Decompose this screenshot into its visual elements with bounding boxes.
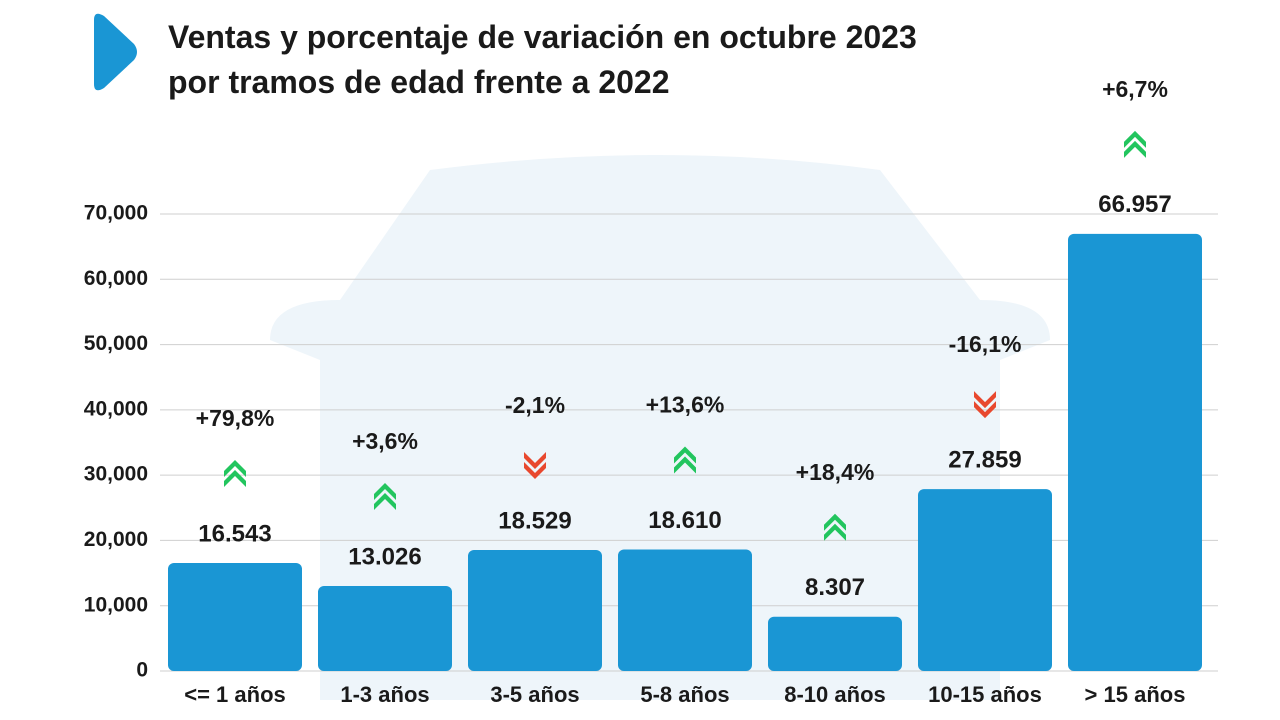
y-tick-label: 20,000 bbox=[84, 528, 148, 551]
change-label: -2,1% bbox=[505, 392, 565, 418]
value-label: 27.859 bbox=[948, 446, 1021, 473]
x-tick-label: 5-8 años bbox=[640, 682, 729, 707]
change-label: +3,6% bbox=[352, 428, 418, 454]
y-tick-label: 0 bbox=[136, 659, 148, 682]
value-label: 13.026 bbox=[348, 543, 421, 570]
y-tick-label: 50,000 bbox=[84, 332, 148, 355]
bar bbox=[318, 585, 452, 671]
change-arrow bbox=[824, 513, 846, 541]
x-tick-label: 3-5 años bbox=[490, 682, 579, 707]
y-tick-label: 70,000 bbox=[84, 202, 148, 225]
chart-title: por tramos de edad frente a 2022 bbox=[168, 64, 670, 100]
x-tick-label: 10-15 años bbox=[928, 682, 1042, 707]
change-label: +79,8% bbox=[196, 405, 275, 431]
value-label: 16.543 bbox=[198, 520, 271, 547]
change-label: +18,4% bbox=[796, 459, 875, 485]
change-label: +13,6% bbox=[646, 392, 725, 418]
x-tick-label: 8-10 años bbox=[784, 682, 886, 707]
y-tick-label: 30,000 bbox=[84, 463, 148, 486]
value-label: 18.610 bbox=[648, 507, 721, 534]
bar bbox=[618, 549, 752, 671]
title-icon bbox=[94, 13, 137, 91]
x-tick-label: <= 1 años bbox=[184, 682, 286, 707]
y-tick-label: 10,000 bbox=[84, 593, 148, 616]
y-tick-label: 60,000 bbox=[84, 267, 148, 290]
bar bbox=[768, 616, 902, 671]
change-label: +6,7% bbox=[1102, 76, 1168, 102]
y-tick-label: 40,000 bbox=[84, 397, 148, 420]
change-arrow bbox=[524, 452, 546, 480]
bar bbox=[1068, 233, 1202, 671]
x-tick-label: > 15 años bbox=[1085, 682, 1186, 707]
value-label: 18.529 bbox=[498, 507, 571, 534]
change-arrow bbox=[974, 391, 996, 419]
bar bbox=[168, 562, 302, 671]
change-arrow bbox=[1124, 130, 1146, 158]
change-label: -16,1% bbox=[949, 331, 1022, 357]
change-arrow bbox=[374, 482, 396, 510]
chart-title: Ventas y porcentaje de variación en octu… bbox=[168, 19, 917, 55]
value-label: 8.307 bbox=[805, 574, 865, 601]
watermark bbox=[270, 155, 1050, 700]
change-arrow bbox=[674, 446, 696, 474]
bar bbox=[468, 550, 602, 671]
change-arrow bbox=[224, 459, 246, 487]
value-label: 66.957 bbox=[1098, 191, 1171, 218]
bar bbox=[918, 489, 1052, 671]
x-tick-label: 1-3 años bbox=[340, 682, 429, 707]
